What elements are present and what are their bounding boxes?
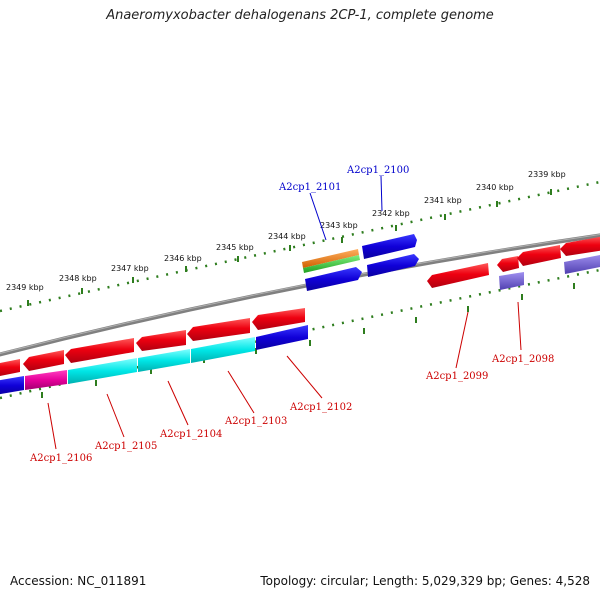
genome-backbone <box>0 233 600 357</box>
gene-a2102[interactable] <box>256 325 308 350</box>
gene-blue-far-left[interactable] <box>0 376 24 395</box>
topology-text: Topology: circular; Length: 5,029,329 bp… <box>260 574 590 588</box>
left-lower-genes <box>0 325 308 395</box>
outer-scale-ticks <box>27 189 552 306</box>
scale-label-2345: 2345 kbp <box>216 243 254 252</box>
gene-red-left-3[interactable] <box>136 330 186 351</box>
label-a2101: A2cp1_2101 <box>278 182 341 193</box>
outer-scale-line <box>0 180 600 313</box>
label-a2098: A2cp1_2098 <box>491 354 554 365</box>
gene-red-left-2[interactable] <box>65 338 134 363</box>
gene-a2104[interactable] <box>138 349 190 372</box>
scale-label-2349: 2349 kbp <box>6 283 44 292</box>
gene-a2098[interactable] <box>499 272 524 290</box>
inner-scale-ticks <box>41 283 575 398</box>
gene-a2103[interactable] <box>191 337 255 363</box>
gene-small-red-2[interactable] <box>517 245 561 266</box>
gene-red-far-right[interactable] <box>560 236 600 256</box>
gene-small-red-1[interactable] <box>497 256 519 272</box>
scale-label-2348: 2348 kbp <box>59 274 97 283</box>
label-a2104: A2cp1_2104 <box>159 429 222 440</box>
scale-label-2339: 2339 kbp <box>528 170 566 179</box>
gene-labels: A2cp1_2100 A2cp1_2101 A2cp1_2098 A2cp1_2… <box>29 165 554 464</box>
gene-a2105[interactable] <box>68 358 137 384</box>
scale-label-2347: 2347 kbp <box>111 264 149 273</box>
gene-a2106[interactable] <box>25 370 67 390</box>
scale-label-2344: 2344 kbp <box>268 232 306 241</box>
scale-label-2343: 2343 kbp <box>320 221 358 230</box>
label-a2102: A2cp1_2102 <box>289 402 352 413</box>
scale-label-2342: 2342 kbp <box>372 209 410 218</box>
gene-red-left-1[interactable] <box>23 350 64 371</box>
label-a2099: A2cp1_2099 <box>425 371 488 382</box>
gene-red-left-5[interactable] <box>252 308 305 330</box>
label-a2103: A2cp1_2103 <box>224 416 287 427</box>
gene-blue-2101b[interactable] <box>305 267 362 291</box>
gene-orange[interactable] <box>302 249 359 268</box>
gene-a2099[interactable] <box>427 263 489 288</box>
gene-red-left-0[interactable] <box>0 359 20 377</box>
accession-text: Accession: NC_011891 <box>10 574 147 588</box>
gene-a2100[interactable] <box>362 234 417 259</box>
gene-blue-right[interactable] <box>367 254 419 277</box>
right-genes <box>427 236 600 290</box>
gene-lavender-far-right[interactable] <box>564 254 600 274</box>
genome-title: Anaeromyxobacter dehalogenans 2CP-1, com… <box>106 8 494 23</box>
upper-genes <box>302 234 419 291</box>
scale-labels: 2349 kbp 2348 kbp 2347 kbp 2346 kbp 2345… <box>6 170 566 292</box>
gene-green[interactable] <box>303 255 360 273</box>
label-a2100: A2cp1_2100 <box>346 165 409 176</box>
scale-label-2340: 2340 kbp <box>476 183 514 192</box>
label-a2105: A2cp1_2105 <box>94 441 157 452</box>
label-leaders <box>47 175 522 450</box>
scale-label-2341: 2341 kbp <box>424 196 462 205</box>
scale-label-2346: 2346 kbp <box>164 254 202 263</box>
label-a2106: A2cp1_2106 <box>29 453 92 464</box>
gene-red-left-4[interactable] <box>187 318 250 341</box>
left-red-genes <box>0 308 305 377</box>
